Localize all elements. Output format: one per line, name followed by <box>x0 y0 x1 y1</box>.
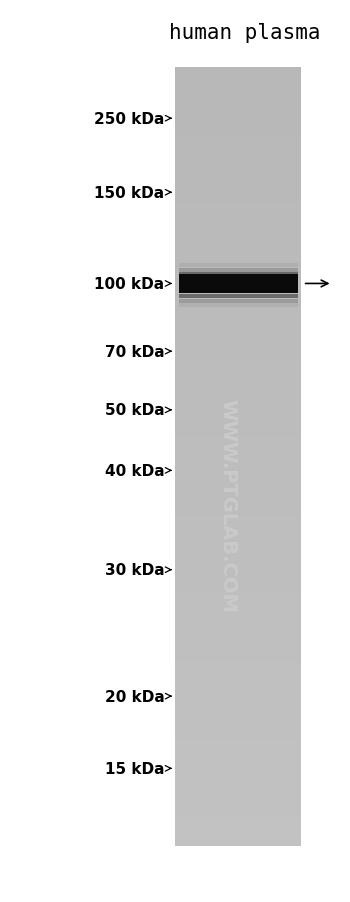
Text: 20 kDa: 20 kDa <box>105 689 171 704</box>
Bar <box>175 769 301 778</box>
Bar <box>178 295 298 299</box>
Bar <box>175 281 301 291</box>
Bar <box>175 612 301 622</box>
Bar <box>175 409 301 418</box>
Text: human plasma: human plasma <box>169 23 321 42</box>
Bar <box>175 797 301 807</box>
Bar <box>175 126 301 136</box>
Bar <box>175 641 301 651</box>
Text: 100 kDa: 100 kDa <box>94 277 171 291</box>
Bar <box>175 301 301 311</box>
Bar <box>175 603 301 612</box>
Bar <box>175 106 301 116</box>
Bar <box>175 389 301 399</box>
Bar <box>175 447 301 457</box>
Bar <box>175 116 301 126</box>
Bar <box>175 535 301 545</box>
Text: 50 kDa: 50 kDa <box>105 403 171 418</box>
Bar <box>178 274 298 294</box>
Text: 150 kDa: 150 kDa <box>94 186 171 200</box>
Bar <box>175 700 301 710</box>
Bar <box>175 826 301 836</box>
Bar <box>175 224 301 233</box>
Bar <box>178 299 298 303</box>
Bar <box>178 268 298 272</box>
Bar <box>175 476 301 486</box>
Bar <box>175 350 301 360</box>
Bar <box>175 671 301 681</box>
Bar <box>175 233 301 243</box>
Bar <box>175 632 301 641</box>
Bar <box>175 739 301 749</box>
Bar <box>175 340 301 350</box>
Bar <box>175 165 301 175</box>
Bar <box>175 554 301 564</box>
Bar <box>175 564 301 574</box>
Bar <box>175 817 301 826</box>
Text: 70 kDa: 70 kDa <box>105 345 171 359</box>
Bar <box>175 807 301 817</box>
Bar <box>175 68 301 78</box>
Bar <box>175 749 301 759</box>
Bar <box>175 525 301 535</box>
Bar <box>178 272 298 277</box>
Bar <box>175 584 301 594</box>
Bar <box>175 594 301 603</box>
Bar <box>175 311 301 320</box>
Bar <box>175 710 301 720</box>
Bar <box>175 730 301 739</box>
Bar <box>175 486 301 496</box>
Bar <box>178 264 298 268</box>
Bar <box>175 194 301 204</box>
Bar <box>175 97 301 106</box>
Bar <box>178 304 298 308</box>
Bar <box>175 291 301 301</box>
Bar <box>175 457 301 466</box>
Bar <box>175 369 301 379</box>
Bar <box>175 428 301 437</box>
Bar <box>175 320 301 330</box>
Bar <box>175 681 301 690</box>
Bar <box>175 418 301 428</box>
Bar <box>175 778 301 787</box>
Bar <box>175 184 301 194</box>
Bar <box>175 505 301 515</box>
Bar <box>175 262 301 272</box>
Bar <box>175 545 301 554</box>
Bar <box>175 145 301 155</box>
Bar <box>175 87 301 97</box>
Bar <box>175 466 301 476</box>
Text: 15 kDa: 15 kDa <box>105 761 171 776</box>
Text: 250 kDa: 250 kDa <box>94 112 171 126</box>
Bar <box>175 330 301 340</box>
Bar <box>175 622 301 632</box>
Text: WWW.PTGLAB.COM: WWW.PTGLAB.COM <box>218 399 237 612</box>
Bar <box>175 651 301 661</box>
Bar <box>175 836 301 846</box>
Bar <box>175 515 301 525</box>
Bar <box>175 661 301 671</box>
Bar <box>175 253 301 262</box>
Bar <box>175 175 301 184</box>
Bar <box>175 496 301 505</box>
Bar <box>175 243 301 253</box>
Bar <box>175 272 301 281</box>
Bar <box>175 759 301 769</box>
Bar <box>175 214 301 224</box>
Bar <box>175 78 301 87</box>
Bar <box>175 787 301 797</box>
Bar <box>175 437 301 447</box>
Bar <box>175 136 301 145</box>
Text: 40 kDa: 40 kDa <box>105 464 171 478</box>
Bar <box>175 155 301 165</box>
Bar <box>175 379 301 389</box>
Bar <box>175 574 301 584</box>
Bar <box>175 690 301 700</box>
Bar <box>175 720 301 730</box>
Text: 30 kDa: 30 kDa <box>105 563 171 577</box>
Bar <box>175 204 301 214</box>
Bar <box>175 399 301 409</box>
Bar <box>175 360 301 369</box>
